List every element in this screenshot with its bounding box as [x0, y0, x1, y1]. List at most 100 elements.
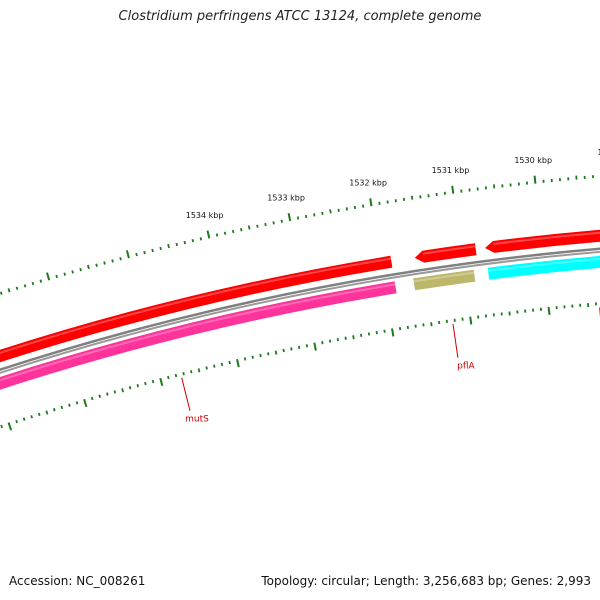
outer-minor-tick — [296, 216, 300, 220]
inner-minor-tick — [228, 360, 231, 365]
page-title: Clostridium perfringens ATCC 13124, comp… — [118, 9, 482, 24]
inner-minor-tick — [305, 344, 309, 348]
outer-minor-tick — [304, 214, 308, 219]
inner-major-tick — [313, 342, 317, 351]
outer-minor-tick — [23, 284, 27, 288]
outer-major-tick — [369, 198, 373, 207]
genome-summary-text: Topology: circular; Length: 3,256,683 bp… — [261, 574, 591, 588]
ruler-label: 1534 kbp — [186, 211, 224, 220]
outer-minor-tick — [419, 195, 422, 199]
outer-major-tick — [533, 175, 537, 184]
inner-minor-tick — [53, 408, 56, 412]
inner-minor-tick — [75, 401, 79, 405]
inner-minor-tick — [336, 338, 339, 342]
outer-minor-tick — [280, 219, 283, 223]
inner-major-tick — [547, 306, 551, 316]
outer-minor-tick — [378, 201, 381, 205]
outer-major-tick — [287, 213, 292, 222]
outer-minor-tick — [55, 274, 58, 279]
inner-minor-tick — [290, 347, 293, 351]
accession-text: Accession: NC_008261 — [9, 574, 146, 588]
outer-minor-tick — [103, 261, 106, 265]
outer-minor-tick — [175, 242, 178, 247]
outer-minor-tick — [159, 246, 162, 251]
outer-minor-tick — [0, 291, 3, 295]
inner-minor-tick — [205, 366, 208, 370]
ruler-label: 1533 kbp — [267, 194, 305, 203]
ruler-label: 1530 kbp — [514, 156, 552, 165]
inner-major-tick — [391, 328, 395, 337]
inner-minor-tick — [251, 355, 254, 359]
inner-minor-tick — [398, 327, 402, 331]
inner-major-tick — [469, 316, 473, 325]
inner-minor-tick — [375, 330, 378, 335]
gene-arrow-mutS[interactable] — [0, 281, 397, 398]
outer-minor-tick — [119, 257, 122, 261]
outer-minor-tick — [272, 221, 275, 225]
outer-minor-tick — [313, 213, 316, 217]
label-layer: mutSpflApflCPF_1355CPF_1354 — [181, 307, 600, 425]
inner-minor-tick — [37, 412, 41, 417]
inner-major-tick — [7, 422, 13, 431]
inner-minor-tick — [30, 415, 33, 419]
outer-minor-tick — [15, 286, 19, 290]
inner-minor-tick — [182, 371, 185, 376]
outer-minor-tick — [87, 264, 90, 270]
inner-major-tick — [83, 398, 88, 408]
outer-major-tick — [46, 272, 51, 281]
inner-minor-tick — [98, 394, 101, 398]
inner-minor-tick — [60, 405, 64, 410]
ruler-label: 1531 kbp — [432, 166, 470, 175]
outer-minor-tick — [240, 227, 243, 232]
inner-minor-tick — [297, 345, 301, 349]
inner-minor-tick — [461, 317, 464, 321]
inner-minor-tick — [282, 348, 285, 353]
outer-minor-tick — [223, 231, 227, 235]
inner-minor-tick — [220, 362, 224, 367]
inner-minor-tick — [174, 373, 178, 378]
inner-minor-tick — [328, 339, 332, 343]
inner-minor-tick — [383, 329, 386, 333]
inner-minor-tick — [144, 381, 147, 386]
inner-minor-tick — [151, 379, 155, 384]
inner-minor-tick — [422, 323, 425, 327]
inner-minor-tick — [136, 383, 140, 388]
inner-minor-tick — [22, 417, 26, 421]
inner-minor-tick — [344, 336, 347, 340]
gene-label-leader — [452, 323, 459, 358]
gene-label-leader — [181, 377, 191, 411]
outer-minor-tick — [410, 195, 414, 200]
outer-minor-tick — [71, 270, 74, 274]
gene-arrow-pfl[interactable] — [487, 250, 600, 280]
inner-minor-tick — [45, 410, 49, 415]
outer-minor-tick — [31, 281, 35, 286]
inner-minor-tick — [15, 419, 18, 424]
gene-arrow-pflA[interactable] — [413, 269, 476, 291]
outer-minor-tick — [135, 252, 138, 257]
gene-arrow-mutS-upstream — [0, 255, 393, 363]
inner-minor-tick — [259, 353, 262, 358]
inner-minor-tick — [190, 370, 193, 374]
inner-minor-tick — [267, 352, 270, 356]
outer-minor-tick — [215, 233, 219, 237]
outer-minor-tick — [345, 207, 348, 211]
genome-backbone — [0, 247, 600, 375]
outer-major-tick — [125, 250, 130, 259]
inner-major-tick — [236, 358, 240, 368]
outer-minor-tick — [337, 208, 340, 212]
outer-minor-tick — [183, 240, 186, 245]
inner-minor-tick — [0, 424, 3, 429]
outer-minor-tick — [231, 229, 235, 234]
outer-minor-tick — [386, 200, 389, 204]
outer-minor-tick — [247, 225, 251, 230]
outer-minor-tick — [353, 205, 357, 210]
inner-minor-tick — [213, 364, 216, 368]
outer-minor-tick — [95, 263, 98, 267]
outer-major-tick — [451, 185, 455, 194]
outer-minor-tick — [402, 197, 406, 202]
inner-minor-tick — [197, 368, 201, 373]
backbone-line-outer — [0, 250, 600, 375]
ruler-label: 1529 kbp — [597, 148, 600, 157]
